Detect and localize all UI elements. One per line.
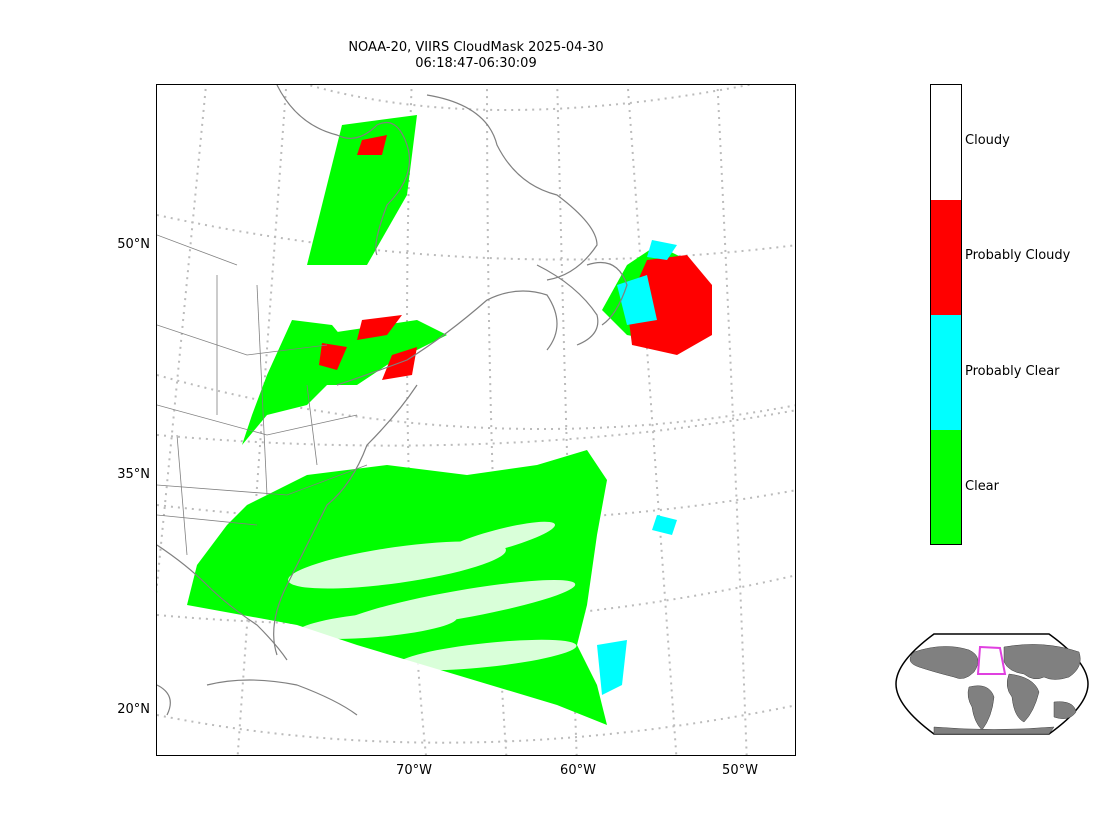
lat-label-20n: 20°N (117, 702, 150, 717)
locator-globe (894, 632, 1090, 736)
colorbar-segment-cloudy (931, 85, 961, 200)
colorbar-label-clear: Clear (965, 479, 999, 494)
lon-label-60w: 60°W (560, 763, 596, 778)
colorbar-label-probably-clear: Probably Clear (965, 364, 1060, 379)
colorbar-segment-clear (931, 430, 961, 544)
chart-title: NOAA-20, VIIRS CloudMask 2025-04-30 06:1… (276, 40, 676, 72)
title-line-1: NOAA-20, VIIRS CloudMask 2025-04-30 (348, 40, 604, 55)
meridian-50 (716, 85, 748, 755)
lat-label-50n: 50°N (117, 237, 150, 252)
parallel-50 (157, 214, 795, 261)
colorbar-segment-probably-clear (931, 315, 961, 430)
lat-label-35n: 35°N (117, 467, 150, 482)
colorbar-label-cloudy: Cloudy (965, 133, 1010, 148)
coastlines (157, 85, 628, 716)
meridian-70 (406, 85, 427, 755)
title-line-2: 06:18:47-06:30:09 (415, 56, 537, 71)
meridian-65 (486, 85, 508, 755)
colorbar-label-probably-cloudy: Probably Cloudy (965, 248, 1071, 263)
swath-cloudy-streaks (288, 521, 577, 671)
map-panel[interactable] (156, 84, 796, 756)
state-borders (157, 234, 368, 556)
lon-label-50w: 50°W (722, 763, 758, 778)
parallel-20 (157, 704, 795, 744)
meridian-75 (236, 85, 288, 755)
swath-clear (187, 115, 702, 725)
swath-locator-box (976, 645, 1007, 675)
swath-probably-clear (597, 240, 677, 695)
meridian-55 (626, 85, 678, 755)
meridian-80 (157, 85, 208, 595)
colorbar-segment-probably-cloudy (931, 200, 961, 315)
world-landmasses (909, 644, 1081, 735)
colorbar (930, 84, 962, 545)
parallel-40 (157, 409, 795, 447)
swath-probably-cloudy (319, 135, 712, 380)
lon-label-70w: 70°W (396, 763, 432, 778)
meridian-60 (556, 85, 578, 755)
parallel-45 (157, 374, 795, 430)
map-canvas (157, 85, 795, 755)
